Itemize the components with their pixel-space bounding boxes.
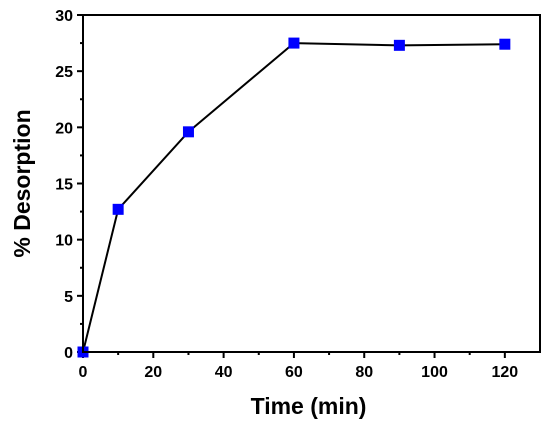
- y-tick-label: 0: [64, 345, 73, 362]
- plot-frame: [82, 14, 541, 353]
- y-tick-label: 5: [64, 289, 73, 306]
- series-layer: [77, 37, 511, 358]
- data-point-marker: [288, 37, 300, 49]
- y-tick-label: 20: [55, 120, 73, 137]
- y-axis-title: % Desorption: [9, 109, 35, 257]
- axis-ticks: [77, 14, 506, 358]
- y-tick-label: 15: [55, 177, 73, 194]
- data-point-marker: [182, 126, 194, 138]
- x-tick-label: 120: [491, 364, 518, 381]
- data-point-marker: [499, 38, 511, 50]
- x-axis-title: Time (min): [251, 393, 367, 419]
- x-tick-label: 40: [215, 364, 233, 381]
- data-point-marker: [112, 203, 124, 215]
- x-tick-label: 60: [285, 364, 303, 381]
- x-tick-label: 20: [144, 364, 162, 381]
- y-tick-label: 30: [55, 8, 73, 25]
- data-point-marker: [393, 39, 405, 51]
- y-tick-label: 25: [55, 64, 73, 81]
- y-tick-label: 10: [55, 233, 73, 250]
- tick-labels: 0 20 40 60 80 100 120 0 5 10 15 20 25 30: [55, 8, 518, 381]
- series-line: [82, 42, 505, 353]
- x-tick-label: 0: [79, 364, 88, 381]
- x-tick-label: 100: [421, 364, 448, 381]
- x-tick-label: 80: [355, 364, 373, 381]
